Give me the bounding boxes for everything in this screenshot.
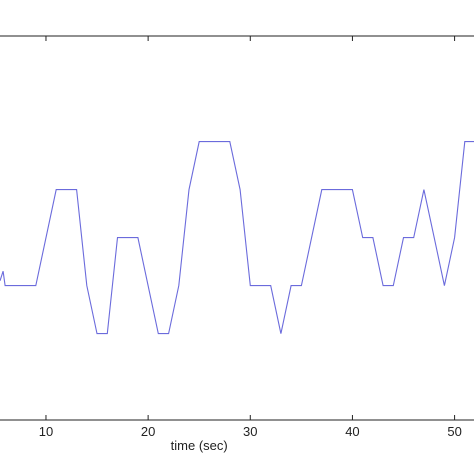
x-tick-label: 30 bbox=[243, 424, 257, 439]
series-line bbox=[0, 141, 474, 335]
x-axis-ticks: 10 20 30 40 50 bbox=[39, 36, 462, 439]
x-tick-label: 10 bbox=[39, 424, 53, 439]
x-tick-label: 40 bbox=[345, 424, 359, 439]
series-group bbox=[0, 141, 474, 335]
plot-frame bbox=[0, 35, 474, 421]
x-tick-label: 50 bbox=[447, 424, 461, 439]
x-tick-label: 20 bbox=[141, 424, 155, 439]
x-axis-label: time (sec) bbox=[171, 438, 228, 453]
